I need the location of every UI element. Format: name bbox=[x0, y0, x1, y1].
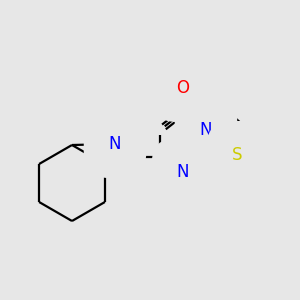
Text: S: S bbox=[232, 146, 242, 164]
Text: O: O bbox=[176, 79, 190, 97]
Text: N: N bbox=[200, 121, 212, 139]
Text: N: N bbox=[109, 135, 121, 153]
Text: N: N bbox=[177, 163, 189, 181]
